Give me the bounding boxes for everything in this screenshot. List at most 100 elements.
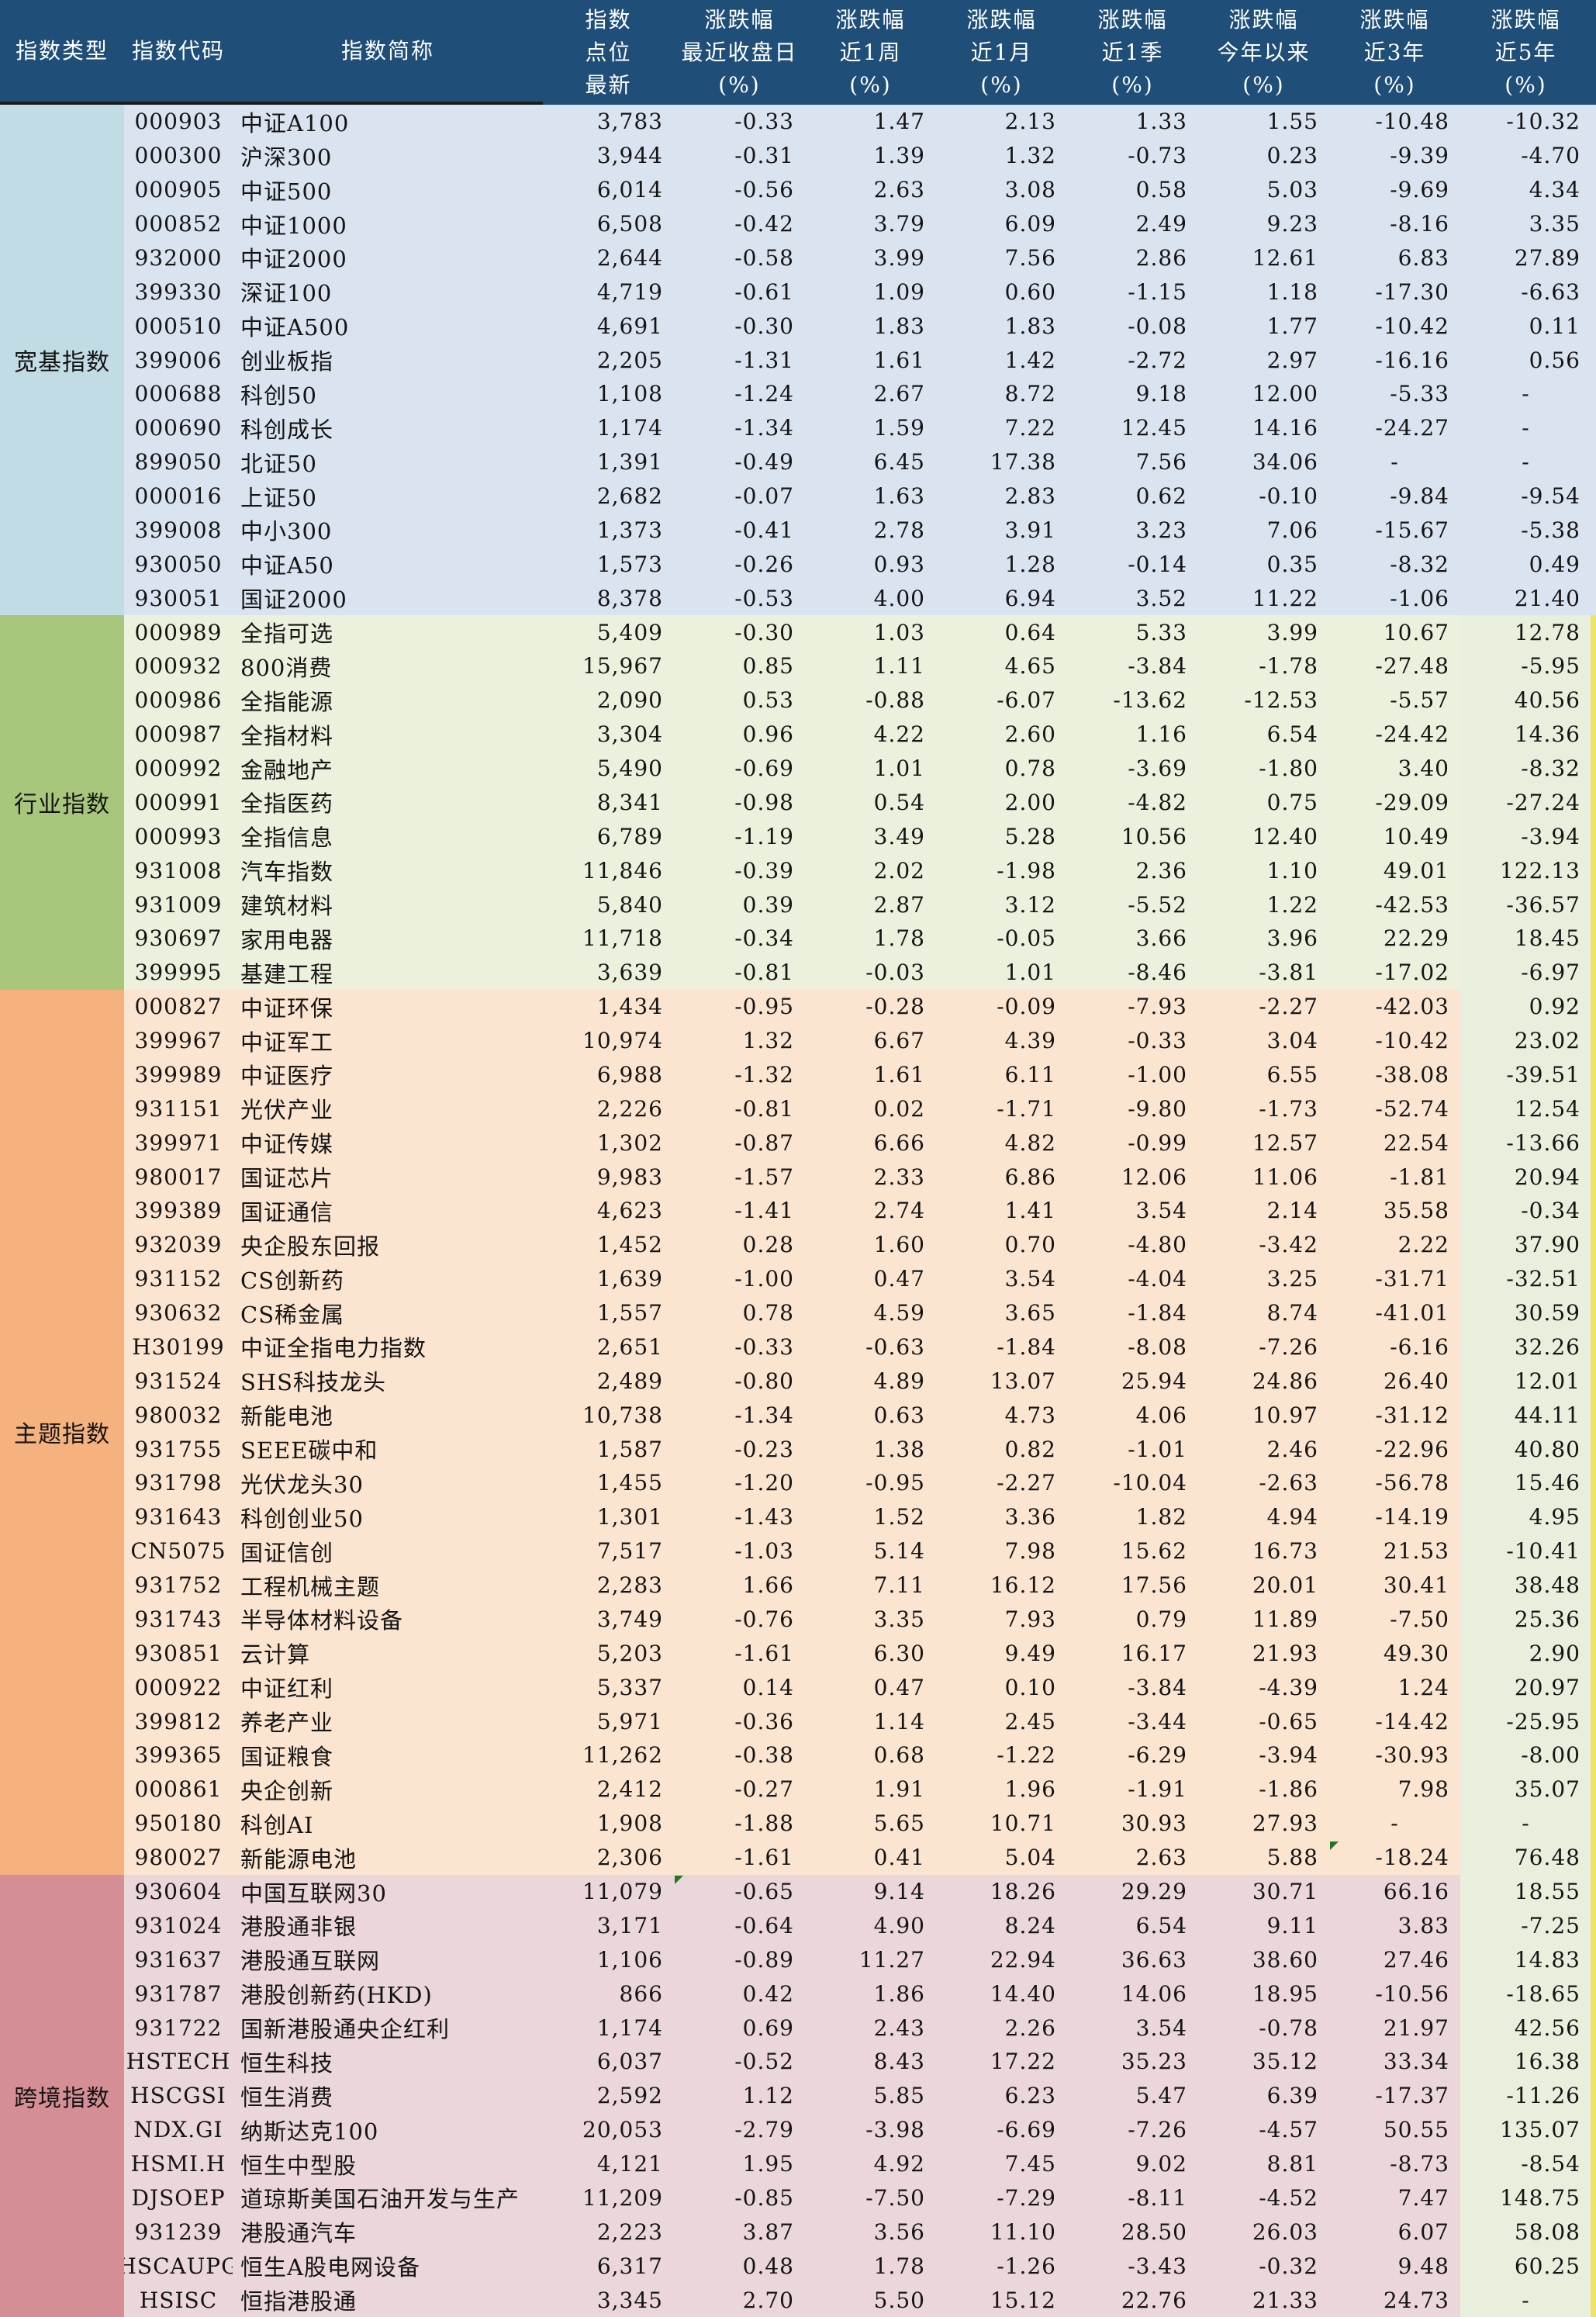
cell-index-code[interactable]: 399008 <box>134 517 223 543</box>
cell-point[interactable]: 5,840 <box>596 891 663 918</box>
cell-m1[interactable]: 0.82 <box>1004 1436 1056 1462</box>
cell-y5[interactable]: - <box>1460 444 1591 479</box>
cell-d1[interactable]: 0.96 <box>742 721 794 748</box>
cell-d1[interactable]: -1.31 <box>734 347 794 373</box>
cell-ytd[interactable]: 10.97 <box>1252 1402 1318 1428</box>
cell-q1[interactable]: 5.47 <box>1135 2083 1187 2109</box>
cell-ytd[interactable]: 20.01 <box>1252 1572 1318 1599</box>
cell-w1[interactable]: 4.90 <box>873 1912 925 1938</box>
cell-y3[interactable]: -42.53 <box>1375 891 1449 918</box>
cell-w1[interactable]: -0.88 <box>865 687 925 714</box>
cell-point[interactable]: 11,209 <box>582 2184 663 2211</box>
cell-d1[interactable]: 0.48 <box>742 2253 794 2279</box>
cell-q1[interactable]: 3.54 <box>1135 2014 1187 2041</box>
cell-y3[interactable]: -52.74 <box>1375 1095 1449 1122</box>
cell-m1[interactable]: 3.91 <box>1004 517 1056 543</box>
cell-w1[interactable]: 0.47 <box>873 1674 925 1700</box>
cell-y3[interactable]: 66.16 <box>1383 1879 1449 1905</box>
cell-w1[interactable]: 1.01 <box>873 756 925 782</box>
cell-ytd[interactable]: 1.18 <box>1266 278 1318 305</box>
cell-w1[interactable]: 1.78 <box>873 2253 925 2279</box>
cell-index-name[interactable]: 恒指港股通 <box>240 2288 358 2315</box>
cell-q1[interactable]: 12.06 <box>1121 1164 1187 1190</box>
cell-q1[interactable]: 3.23 <box>1135 517 1187 543</box>
cell-index-code[interactable]: 931239 <box>134 2218 223 2245</box>
cell-point[interactable]: 6,317 <box>596 2253 663 2279</box>
cell-index-name[interactable]: 全指可选 <box>240 621 334 648</box>
cell-d1[interactable]: -0.56 <box>734 177 794 203</box>
cell-q1[interactable]: -0.33 <box>1128 1028 1187 1054</box>
cell-index-name[interactable]: 国证信创 <box>240 1539 334 1566</box>
cell-m1[interactable]: 7.93 <box>1004 1606 1056 1632</box>
cell-ytd[interactable]: -1.73 <box>1259 1095 1318 1122</box>
cell-y5[interactable]: 30.59 <box>1460 1295 1591 1330</box>
cell-point[interactable]: 1,557 <box>596 1300 663 1326</box>
cell-w1[interactable]: 2.63 <box>873 177 925 203</box>
cell-y3[interactable]: -10.56 <box>1375 1980 1449 2007</box>
cell-index-name[interactable]: 国证粮食 <box>240 1743 334 1770</box>
cell-ytd[interactable]: 1.55 <box>1266 109 1318 135</box>
cell-m1[interactable]: 18.26 <box>990 1879 1056 1905</box>
cell-ytd[interactable]: 5.88 <box>1266 1845 1318 1871</box>
cell-y3[interactable]: 10.49 <box>1383 823 1449 849</box>
cell-w1[interactable]: 3.99 <box>873 244 925 271</box>
cell-m1[interactable]: 13.07 <box>990 1368 1056 1394</box>
cell-index-code[interactable]: 000903 <box>134 109 223 135</box>
cell-point[interactable]: 2,682 <box>596 483 663 510</box>
cell-y3[interactable]: -22.96 <box>1375 1436 1449 1462</box>
cell-w1[interactable]: 5.50 <box>873 2287 925 2313</box>
cell-index-name[interactable]: 沪深300 <box>240 144 333 171</box>
cell-index-code[interactable]: 931152 <box>134 1266 223 1292</box>
cell-m1[interactable]: 1.28 <box>1004 551 1056 577</box>
cell-y5[interactable]: 0.92 <box>1460 989 1591 1024</box>
cell-w1[interactable]: -0.03 <box>865 960 925 986</box>
cell-index-name[interactable]: SHS科技龙头 <box>240 1369 387 1396</box>
cell-index-code[interactable]: HSISC <box>139 2287 218 2313</box>
cell-w1[interactable]: 2.33 <box>873 1164 925 1190</box>
cell-w1[interactable]: 2.74 <box>873 1198 925 1224</box>
cell-m1[interactable]: 8.24 <box>1004 1912 1056 1938</box>
cell-ytd[interactable]: 11.22 <box>1252 585 1318 611</box>
cell-y3[interactable]: -9.84 <box>1390 483 1449 510</box>
cell-ytd[interactable]: 16.73 <box>1252 1538 1318 1565</box>
cell-w1[interactable]: 3.49 <box>873 823 925 849</box>
cell-y3[interactable]: 1.24 <box>1397 1674 1449 1700</box>
cell-m1[interactable]: 22.94 <box>990 1946 1056 1973</box>
cell-index-name[interactable]: 中证1000 <box>240 212 347 239</box>
cell-index-code[interactable]: 931743 <box>134 1606 223 1632</box>
cell-y3[interactable]: -10.42 <box>1375 1028 1449 1054</box>
cell-d1[interactable]: -0.33 <box>734 1333 794 1360</box>
cell-y3[interactable]: 22.54 <box>1383 1129 1449 1156</box>
cell-d1[interactable]: -0.89 <box>734 1946 794 1973</box>
cell-point[interactable]: 3,944 <box>596 143 663 169</box>
cell-point[interactable]: 2,306 <box>596 1845 663 1871</box>
cell-index-code[interactable]: 931009 <box>134 891 223 918</box>
cell-index-code[interactable]: 930050 <box>134 551 223 577</box>
cell-w1[interactable]: 2.43 <box>873 2014 925 2041</box>
cell-y3[interactable]: 49.30 <box>1383 1640 1449 1666</box>
cell-point[interactable]: 1,373 <box>596 517 663 543</box>
cell-index-name[interactable]: 恒生A股电网设备 <box>240 2254 420 2281</box>
cell-point[interactable]: 11,846 <box>582 857 663 884</box>
cell-index-name[interactable]: 全指材料 <box>240 722 334 749</box>
cell-q1[interactable]: 1.82 <box>1135 1504 1187 1530</box>
cell-point[interactable]: 1,639 <box>596 1266 663 1292</box>
cell-index-code[interactable]: 899050 <box>134 449 223 476</box>
cell-y5[interactable]: 40.56 <box>1460 683 1591 718</box>
cell-w1[interactable]: 1.11 <box>873 653 925 680</box>
cell-ytd[interactable]: -1.86 <box>1259 1776 1318 1803</box>
cell-q1[interactable]: 2.36 <box>1135 857 1187 884</box>
cell-point[interactable]: 1,302 <box>596 1129 663 1156</box>
cell-w1[interactable]: 1.09 <box>873 278 925 305</box>
cell-d1[interactable]: -1.34 <box>734 415 794 441</box>
cell-point[interactable]: 11,079 <box>582 1879 663 1905</box>
cell-q1[interactable]: -0.99 <box>1128 1129 1187 1156</box>
cell-y5[interactable]: 2.90 <box>1460 1636 1591 1671</box>
cell-ytd[interactable]: 12.40 <box>1252 823 1318 849</box>
cell-y5[interactable]: 38.48 <box>1460 1568 1591 1603</box>
cell-y5[interactable]: -7.25 <box>1460 1908 1591 1943</box>
cell-w1[interactable]: 0.63 <box>873 1402 925 1428</box>
cell-ytd[interactable]: -7.26 <box>1259 1333 1318 1360</box>
cell-d1[interactable]: -0.69 <box>734 756 794 782</box>
cell-index-name[interactable]: 港股通汽车 <box>240 2220 358 2247</box>
